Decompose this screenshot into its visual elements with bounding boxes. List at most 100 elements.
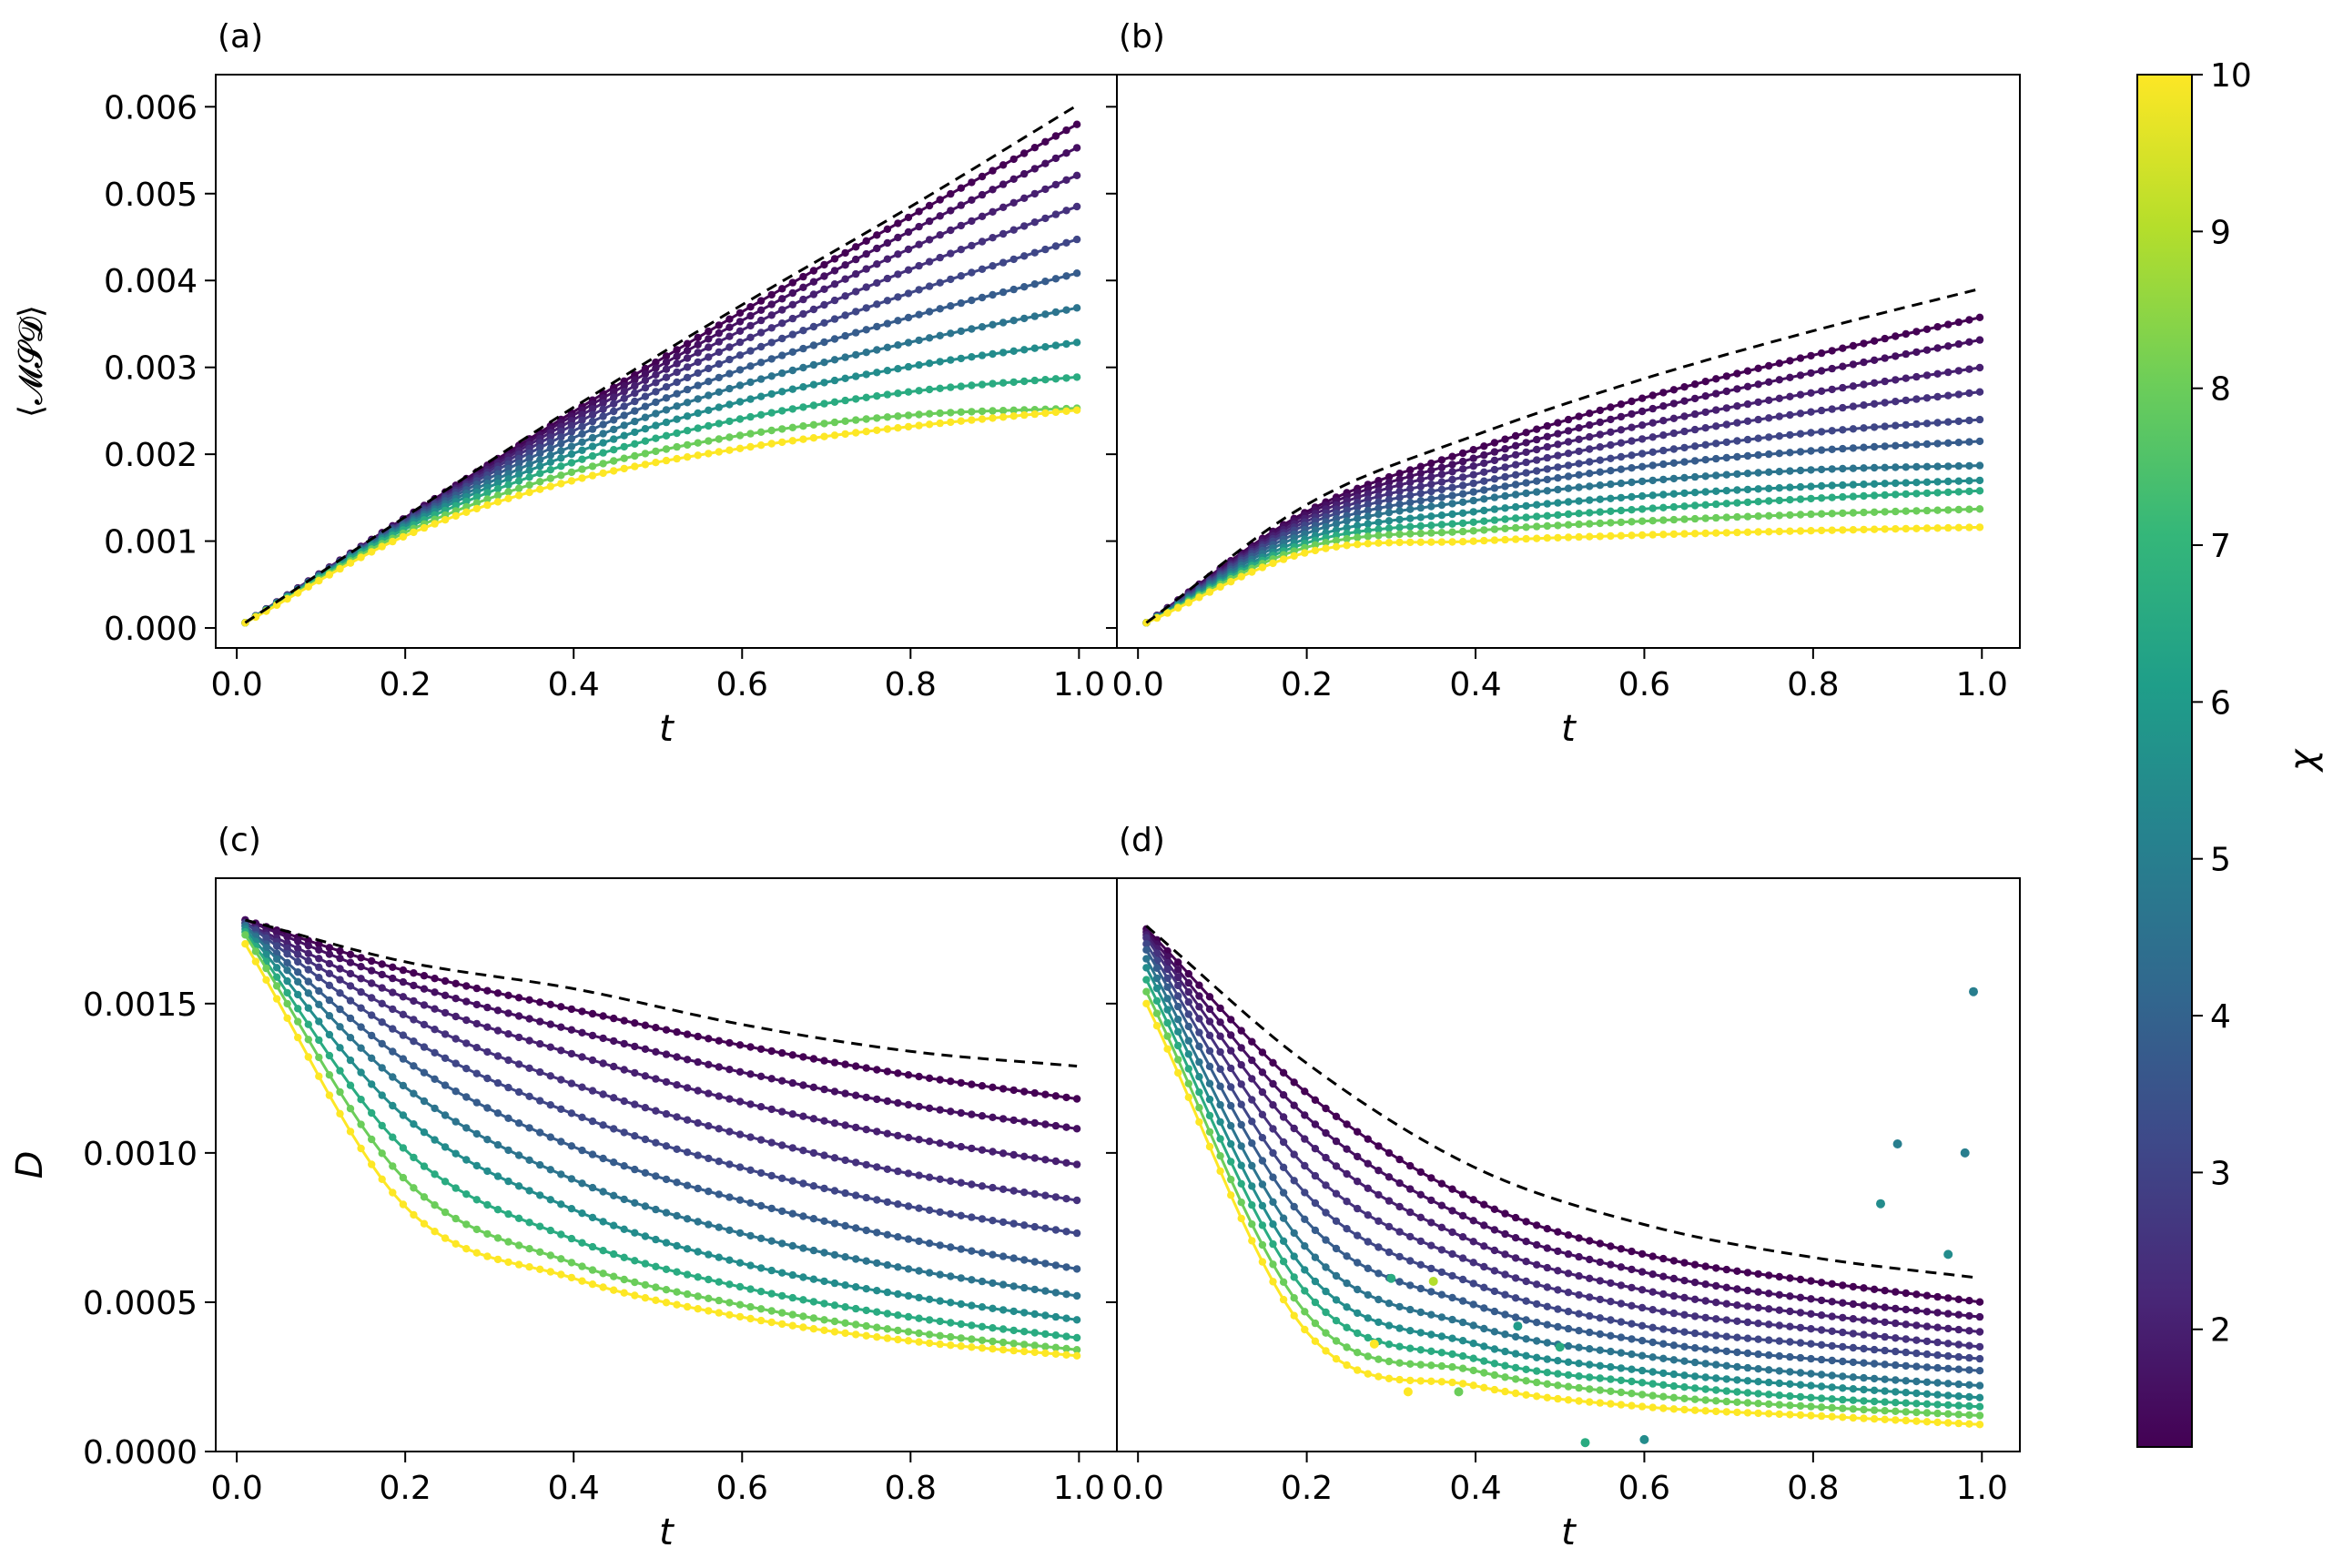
data-point <box>1406 1327 1415 1335</box>
data-point <box>1543 1369 1552 1377</box>
data-point <box>1062 374 1070 382</box>
series-chi-3.1 <box>1142 415 1984 627</box>
data-point <box>1406 472 1415 481</box>
data-point <box>1543 1320 1552 1329</box>
data-point <box>1343 1252 1351 1260</box>
data-point <box>493 484 502 493</box>
data-point <box>1881 1407 1889 1415</box>
data-point <box>1041 343 1050 351</box>
data-point <box>1343 541 1351 550</box>
data-point <box>1332 542 1341 551</box>
data-point <box>368 1080 376 1088</box>
data-point <box>1490 493 1499 501</box>
data-point <box>1922 420 1932 428</box>
data-point <box>1469 1238 1477 1246</box>
data-point <box>1680 412 1689 420</box>
data-point <box>1628 1320 1636 1328</box>
data-point <box>1480 450 1488 460</box>
data-point <box>1174 973 1182 982</box>
data-point <box>1701 408 1709 417</box>
data-point <box>904 1291 913 1300</box>
data-point <box>1437 529 1446 537</box>
data-point <box>483 986 492 995</box>
data-point <box>1020 169 1029 178</box>
data-point <box>1533 1300 1541 1309</box>
data-point <box>883 1097 892 1106</box>
data-point <box>1659 1404 1668 1412</box>
data-point <box>725 433 734 441</box>
data-point <box>588 1009 597 1018</box>
x-tick-label: 0.0 <box>210 666 262 703</box>
data-point <box>1775 1290 1784 1300</box>
data-point <box>673 1053 681 1061</box>
data-point <box>989 1250 997 1259</box>
data-point <box>1669 1291 1679 1300</box>
data-point <box>1072 1265 1081 1273</box>
data-point <box>641 1294 650 1302</box>
data-point <box>1564 1382 1573 1391</box>
data-point <box>1354 528 1362 536</box>
data-point <box>1975 1421 1984 1429</box>
data-point <box>852 1283 860 1291</box>
data-point <box>1722 404 1731 412</box>
data-point <box>1754 415 1762 424</box>
data-point <box>1596 418 1605 427</box>
data-point <box>1195 1042 1203 1051</box>
data-point <box>631 389 639 398</box>
data-point <box>420 1193 429 1201</box>
data-point <box>1954 318 1963 327</box>
data-point <box>1301 1189 1309 1197</box>
data-point <box>968 1321 976 1330</box>
data-point <box>1322 1308 1330 1317</box>
data-point <box>514 1214 523 1223</box>
series-chi-5.5 <box>241 925 1081 1324</box>
data-point <box>1072 1351 1081 1361</box>
data-point <box>1184 987 1193 996</box>
data-point <box>1152 984 1161 993</box>
data-point <box>1448 1378 1456 1387</box>
data-point <box>1912 372 1921 381</box>
data-point <box>1216 1004 1224 1013</box>
data-point <box>1680 1277 1689 1285</box>
data-point <box>1881 508 1889 516</box>
data-point <box>1395 515 1404 524</box>
data-point <box>852 416 860 424</box>
data-point <box>694 1057 702 1067</box>
data-point <box>1870 1317 1879 1325</box>
data-point <box>989 167 997 175</box>
data-point <box>1765 468 1773 476</box>
data-point <box>1881 1318 1889 1327</box>
data-point <box>778 1048 786 1057</box>
data-point <box>767 1171 776 1180</box>
data-point <box>1922 325 1932 333</box>
data-point <box>662 383 671 391</box>
data-point <box>1051 210 1060 218</box>
data-point <box>1712 529 1720 537</box>
data-point <box>599 405 607 413</box>
data-point <box>1807 466 1815 474</box>
data-point <box>525 481 533 490</box>
data-point <box>1227 1083 1235 1091</box>
data-point <box>1954 417 1963 426</box>
data-point <box>936 1297 944 1305</box>
data-point <box>1659 1254 1668 1263</box>
data-point <box>1395 523 1404 531</box>
data-point <box>1205 1017 1214 1026</box>
x-tick-label: 0.6 <box>1618 1470 1670 1507</box>
data-point <box>978 351 987 359</box>
data-point <box>1020 346 1029 354</box>
data-point <box>978 1303 987 1311</box>
data-point <box>767 1318 776 1327</box>
data-point <box>767 1290 776 1298</box>
data-point <box>578 1053 586 1061</box>
data-point <box>1586 1255 1594 1264</box>
data-point <box>1020 410 1029 420</box>
data-point <box>705 1188 713 1196</box>
data-point <box>673 359 681 368</box>
data-point <box>1072 1095 1081 1103</box>
data-point <box>1437 463 1446 471</box>
data-point <box>925 1173 934 1181</box>
data-point <box>1638 477 1647 486</box>
data-point <box>999 1149 1008 1158</box>
data-point <box>1564 533 1573 541</box>
